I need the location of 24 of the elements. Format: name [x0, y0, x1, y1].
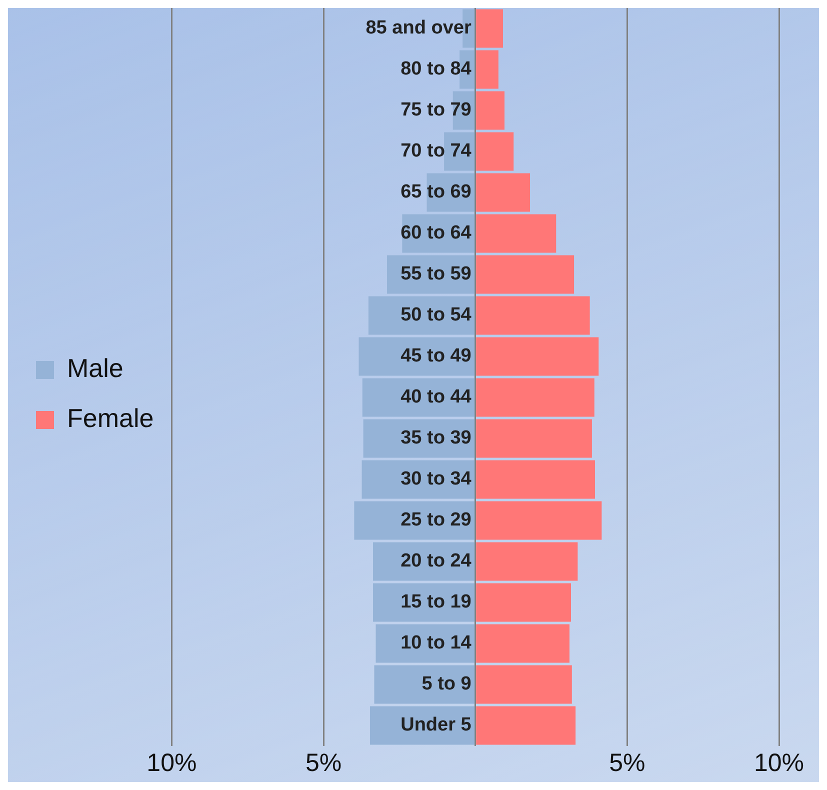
y-tick-label: 35 to 39: [400, 428, 472, 449]
x-tick-label: 10%: [146, 748, 197, 777]
y-tick-label: 10 to 14: [400, 632, 472, 654]
y-tick-label: 80 to 84: [400, 58, 472, 80]
y-tick-label: Under 5: [400, 714, 472, 736]
y-tick-label: 55 to 59: [400, 264, 472, 285]
y-tick-label: 85 and over: [366, 18, 472, 39]
y-tick-label: 65 to 69: [400, 182, 472, 203]
y-tick-label: 60 to 64: [400, 222, 472, 244]
x-tick-label: 5%: [305, 748, 342, 777]
y-tick-label: 20 to 24: [400, 550, 472, 572]
y-tick-label: 75 to 79: [400, 100, 472, 121]
legend-label: Female: [67, 403, 154, 434]
y-tick-label: 45 to 49: [400, 346, 472, 367]
y-tick-label: 30 to 34: [400, 468, 472, 490]
legend-label: Male: [67, 353, 124, 384]
y-tick-label: 40 to 44: [400, 386, 472, 408]
x-tick-label: 10%: [754, 748, 804, 777]
y-tick-label: 70 to 74: [400, 140, 472, 162]
y-tick-label: 50 to 54: [400, 304, 472, 326]
y-tick-label: 25 to 29: [400, 510, 472, 531]
y-tick-label: 5 to 9: [422, 674, 472, 695]
x-tick-label: 5%: [609, 748, 646, 777]
y-tick-label: 15 to 19: [400, 592, 472, 613]
